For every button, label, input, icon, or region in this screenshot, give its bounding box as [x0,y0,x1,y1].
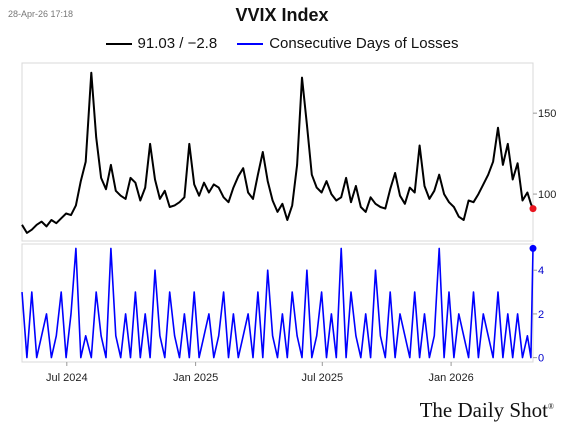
last-value-marker-bottom [529,244,537,252]
brand-mark: ® [547,402,554,411]
x-tick-label: Jan 2026 [428,372,473,384]
legend-swatch-losses [237,42,264,45]
last-value-marker-top [529,205,537,213]
chart-title: VVIX Index [235,5,329,25]
y-tick-label-bottom: 0 [538,353,544,365]
legend: 91.03 / −2.8 Consecutive Days of Losses [0,35,564,52]
x-tick-label: Jul 2024 [46,372,88,384]
legend-label-losses: Consecutive Days of Losses [269,35,459,52]
y-tick-label-bottom: 4 [538,265,544,277]
legend-label-vvix: 91.03 / −2.8 [137,35,218,52]
y-tick-label-top: 150 [538,108,556,120]
series-line-top [21,71,534,234]
legend-item-losses: Consecutive Days of Losses [237,35,458,52]
brand-logo: The Daily Shot® [420,398,554,423]
vvix-series-group [21,71,537,234]
x-tick-label: Jul 2025 [302,372,344,384]
timestamp: 28-Apr-26 17:18 [8,9,74,19]
x-tick-label: Jan 2025 [173,372,218,384]
top-plot-frame [21,62,534,242]
bottom-plot-frame [21,243,534,363]
y-tick-label-bottom: 2 [538,309,544,321]
legend-item-vvix: 91.03 / −2.8 [105,35,218,52]
axes-group: 100 150 0 2 4 Jul 2024 Jan 2025 Jul 2025 Jan 202… [46,108,556,384]
series-line-bottom [21,247,534,359]
brand-text: The Daily Shot [419,398,548,422]
legend-swatch-vvix [105,42,132,45]
y-tick-label-top: 100 [538,189,556,201]
losses-series-group [21,244,537,359]
